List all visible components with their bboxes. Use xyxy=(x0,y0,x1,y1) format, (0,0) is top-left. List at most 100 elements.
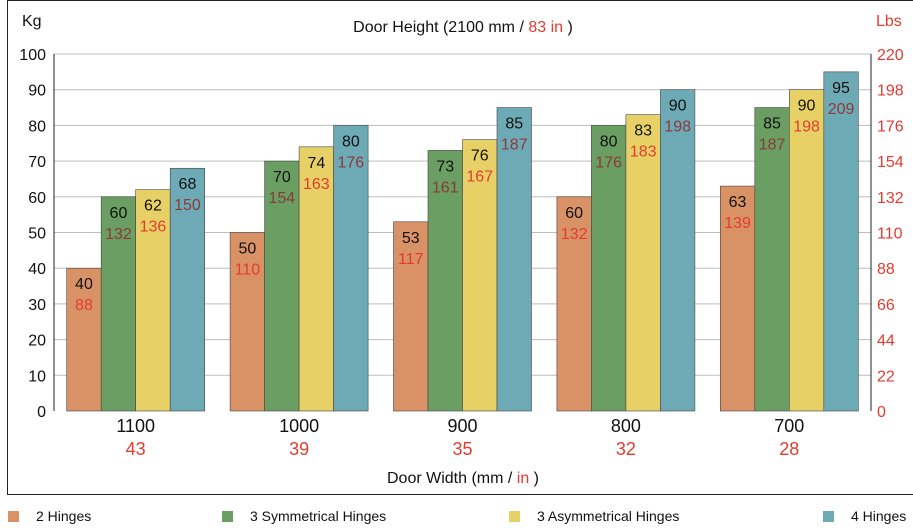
y-tick-label-left: 30 xyxy=(28,297,46,314)
x-tick-label-mm: 1100 xyxy=(116,416,155,436)
y-tick-label-right: 220 xyxy=(877,47,904,64)
legend-item-3-asymmetrical-hinges: 3 Asymmetrical Hinges xyxy=(509,506,679,526)
bar xyxy=(298,146,334,412)
legend-label: 3 Asymmetrical Hinges xyxy=(537,508,680,524)
bar-lbs-label: 139 xyxy=(724,215,751,232)
y-tick-label-left: 10 xyxy=(28,368,46,385)
bar-lbs-label: 150 xyxy=(174,197,201,214)
bar-lbs-label: 187 xyxy=(501,137,528,154)
bar-lbs-label: 176 xyxy=(595,154,622,171)
legend-item-4-hinges: 4 Hinges xyxy=(823,506,906,526)
bar xyxy=(229,232,265,412)
bar-lbs-label: 198 xyxy=(664,119,691,136)
x-tick-label-in: 32 xyxy=(616,439,636,459)
y-tick-label-left: 0 xyxy=(37,404,46,421)
bar-lbs-label: 110 xyxy=(235,262,261,279)
bar xyxy=(591,125,627,412)
y-tick-label-left: 60 xyxy=(28,190,46,207)
bar xyxy=(719,185,756,412)
bar-value-label: 50 xyxy=(238,241,256,258)
y-tick-label-left: 50 xyxy=(28,226,46,243)
bar-value-label: 40 xyxy=(75,276,93,293)
bar xyxy=(788,89,825,412)
bar xyxy=(393,221,429,412)
x-tick-label-mm: 900 xyxy=(447,416,477,436)
y-tick-label-left: 80 xyxy=(28,118,46,135)
bar xyxy=(660,89,696,412)
legend-label: 4 Hinges xyxy=(851,508,907,524)
legend-swatch xyxy=(823,510,834,522)
bar-value-label: 62 xyxy=(144,198,162,215)
bar-lbs-label: 183 xyxy=(630,144,657,161)
x-tick-label-mm: 800 xyxy=(611,416,641,436)
x-tick-label-in: 43 xyxy=(126,439,146,459)
y-axis-label-left: Kg xyxy=(22,13,42,30)
bar xyxy=(135,189,171,412)
bar xyxy=(823,71,859,412)
bar-value-label: 63 xyxy=(729,194,747,211)
bar-lbs-label: 154 xyxy=(268,190,295,207)
bar-value-label: 90 xyxy=(669,98,687,115)
bar-lbs-label: 136 xyxy=(140,219,167,236)
legend-label: 3 Symmetrical Hinges xyxy=(250,508,387,524)
legend-swatch xyxy=(222,510,233,522)
bar-value-label: 85 xyxy=(505,116,523,133)
bar-lbs-label: 88 xyxy=(75,297,93,314)
y-tick-label-left: 40 xyxy=(28,261,46,278)
bar xyxy=(556,196,592,412)
bar-lbs-label: 176 xyxy=(337,154,364,171)
bar xyxy=(496,107,532,412)
y-tick-label-right: 88 xyxy=(877,261,895,278)
bar-value-label: 53 xyxy=(402,230,420,247)
y-tick-label-right: 198 xyxy=(877,83,904,100)
bar-lbs-label: 209 xyxy=(828,101,855,118)
bar-value-label: 83 xyxy=(634,123,652,140)
bar-lbs-label: 187 xyxy=(759,137,786,154)
y-tick-label-right: 44 xyxy=(877,333,895,350)
bar-value-label: 85 xyxy=(763,116,781,133)
y-tick-label-right: 0 xyxy=(877,404,886,421)
bar-value-label: 73 xyxy=(436,158,454,175)
bar xyxy=(625,114,661,412)
bar-value-label: 80 xyxy=(600,133,618,150)
y-tick-label-right: 176 xyxy=(877,118,904,135)
bar-value-label: 60 xyxy=(565,205,583,222)
bar-lbs-label: 117 xyxy=(398,251,424,268)
legend-label: 2 Hinges xyxy=(36,508,92,524)
bar-value-label: 90 xyxy=(798,98,816,115)
bar-value-label: 60 xyxy=(110,205,128,222)
x-tick-label-in: 39 xyxy=(289,439,309,459)
bar-value-label: 68 xyxy=(179,176,197,193)
bar xyxy=(462,139,498,412)
x-tick-label-mm: 700 xyxy=(774,416,804,436)
bar-lbs-label: 132 xyxy=(105,226,132,243)
y-tick-label-left: 90 xyxy=(28,83,46,100)
y-tick-label-right: 110 xyxy=(877,226,903,243)
x-tick-label-in: 28 xyxy=(779,439,799,459)
bar-chart: 0 0 10 22 20 44 30 66 40 88 50 110 60 132 70 154 80 176 90… xyxy=(19,13,904,487)
legend-swatch xyxy=(8,510,19,522)
bar xyxy=(66,267,102,412)
y-tick-label-left: 70 xyxy=(28,154,46,171)
legend-item-3-symmetrical-hinges: 3 Symmetrical Hinges xyxy=(222,506,386,526)
bar-value-label: 80 xyxy=(342,133,360,150)
bar xyxy=(427,150,463,412)
y-tick-label-right: 154 xyxy=(877,154,904,171)
bar-lbs-label: 163 xyxy=(303,176,330,193)
bar xyxy=(333,125,369,412)
bar-value-label: 76 xyxy=(471,148,489,165)
y-tick-label-left: 100 xyxy=(19,47,46,64)
y-tick-label-right: 22 xyxy=(877,368,895,385)
chart-title: Door Height (2100 mm / 83 in ) xyxy=(353,19,573,36)
y-axis-label-right: Lbs xyxy=(876,13,902,30)
bar xyxy=(100,196,136,412)
x-axis-label: Door Width (mm / in ) xyxy=(387,470,539,487)
y-tick-label-right: 66 xyxy=(877,297,895,314)
legend-item-2-hinges: 2 Hinges xyxy=(8,506,91,526)
bar-lbs-label: 161 xyxy=(432,179,459,196)
x-tick-label-mm: 1000 xyxy=(279,416,319,436)
legend-swatch xyxy=(509,510,520,522)
bar-value-label: 70 xyxy=(273,169,291,186)
bar xyxy=(264,160,300,412)
x-tick-label-in: 35 xyxy=(452,439,472,459)
